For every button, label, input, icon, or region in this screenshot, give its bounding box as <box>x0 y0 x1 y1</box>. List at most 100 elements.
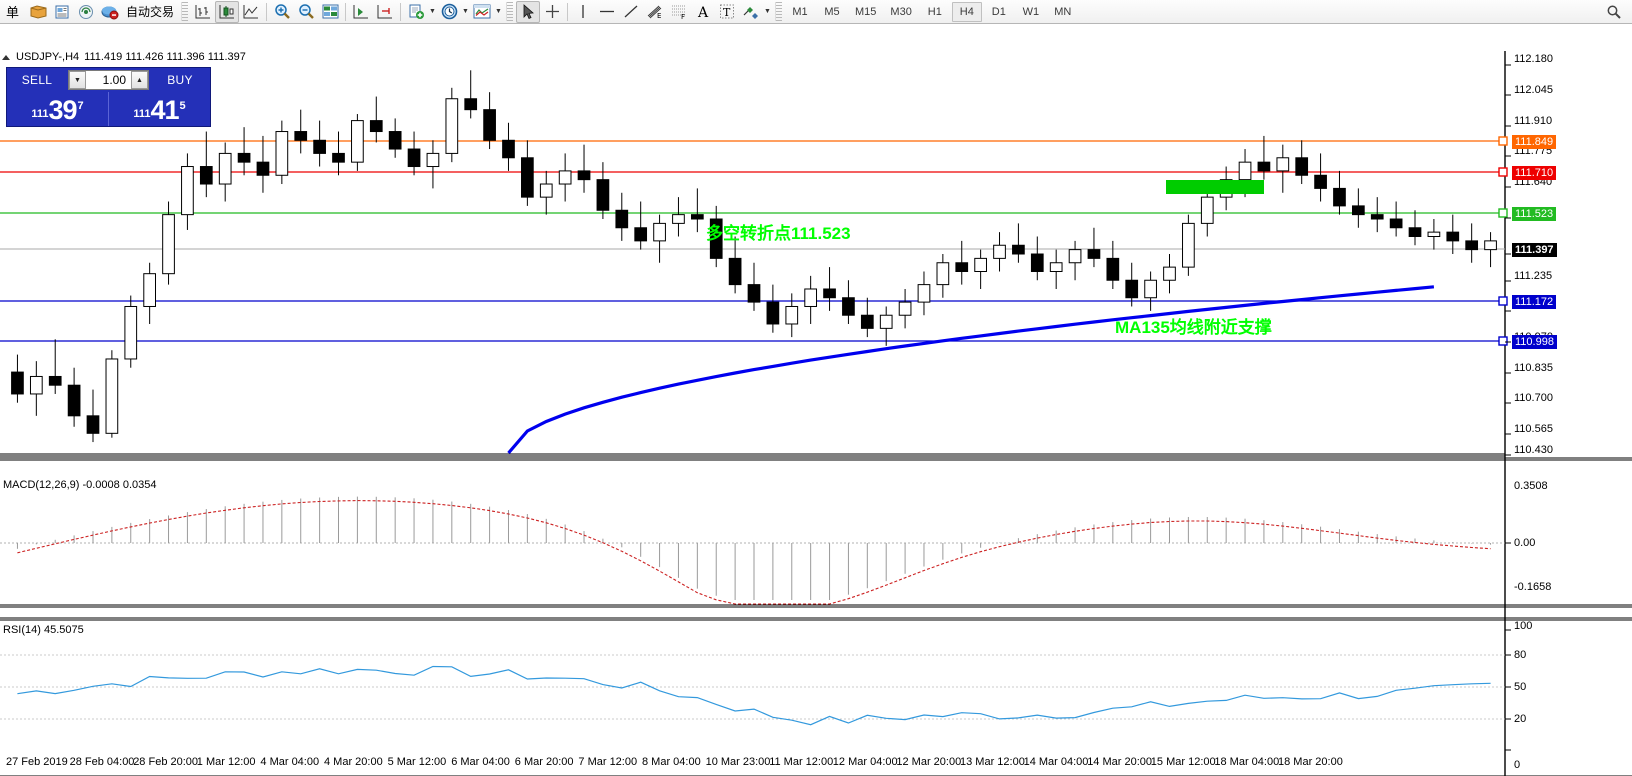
expert-advisor-icon[interactable] <box>98 1 122 23</box>
indicator-scale-label: 100 <box>1514 620 1533 632</box>
toolbar-grip-1[interactable] <box>181 2 189 21</box>
time-label: 6 Mar 04:00 <box>451 756 510 768</box>
symbol-name: USDJPY-,H4 <box>16 51 80 63</box>
svg-text:E: E <box>657 12 661 20</box>
crosshair-icon[interactable] <box>540 1 564 23</box>
svg-text:F: F <box>681 13 685 20</box>
resistance-level-red[interactable]: 111.710 <box>1512 166 1557 180</box>
timeframe-m15[interactable]: M15 <box>855 5 877 18</box>
ma135-line <box>507 285 1435 455</box>
rsi-line <box>17 665 1491 726</box>
toolbar-grip-3[interactable] <box>775 2 783 21</box>
price-label: 111.910 <box>1514 115 1553 127</box>
time-label: 6 Mar 20:00 <box>514 756 574 768</box>
buy-price[interactable]: 111 41 5 <box>109 92 210 126</box>
equidistant-channel-icon[interactable]: E <box>643 1 667 23</box>
timeframe-m1[interactable]: M1 <box>792 5 808 18</box>
volume-decrease-button[interactable]: ▼ <box>69 71 86 89</box>
folder-icon[interactable] <box>26 1 50 23</box>
collapse-triangle-icon[interactable] <box>2 54 10 60</box>
period-icon[interactable] <box>437 1 461 23</box>
current-price-tag[interactable]: 111.397 <box>1512 243 1557 257</box>
indicator-scale-label: 20 <box>1514 713 1527 725</box>
toolbar-divider-2 <box>345 2 347 21</box>
sell-price-lead: 111 <box>31 108 49 120</box>
timeframe-w1[interactable]: W1 <box>1022 5 1040 18</box>
indicator-scale-label: 80 <box>1514 649 1527 661</box>
timeframe-group: M1 M5 M15 M30 H1 H4 D1 W1 MN <box>785 1 1078 22</box>
time-label: 15 Mar 12:00 <box>1150 756 1216 768</box>
timeframe-mn[interactable]: MN <box>1054 5 1072 18</box>
symbol-header: USDJPY-,H4 111.419 111.426 111.396 111.3… <box>2 51 246 63</box>
bar-chart-icon[interactable] <box>191 1 215 23</box>
candlestick-chart-icon[interactable] <box>215 0 240 23</box>
sell-button[interactable]: SELL <box>21 73 53 87</box>
chart-area[interactable]: USDJPY-,H4 111.419 111.426 111.396 111.3… <box>0 24 1632 776</box>
trendline-icon[interactable] <box>619 1 643 23</box>
support-level-blue-2[interactable]: 110.998 <box>1512 335 1557 349</box>
cursor-icon[interactable] <box>516 0 541 23</box>
timeframe-m30[interactable]: M30 <box>890 5 912 18</box>
macd-indicator-label: MACD(12,26,9) -0.0008 0.0354 <box>3 479 157 491</box>
volume-input[interactable]: ▼ 1.00 ▲ <box>68 70 149 90</box>
indicator-scale-label: 50 <box>1514 681 1527 693</box>
fibonacci-icon[interactable]: F <box>667 1 691 23</box>
indicator-scale-label: 0.00 <box>1514 537 1536 549</box>
pivot-level-green[interactable]: 111.523 <box>1512 207 1557 221</box>
autotrading-label[interactable]: 自动交易 <box>126 5 175 19</box>
timeframe-m5[interactable]: M5 <box>824 5 840 18</box>
new-object-icon[interactable] <box>404 1 428 23</box>
text-icon[interactable]: T <box>715 1 739 23</box>
macd-signal-line <box>17 500 1491 605</box>
buy-price-sup: 5 <box>179 100 186 112</box>
search-icon[interactable] <box>1602 1 1626 23</box>
time-label: 18 Mar 04:00 <box>1214 756 1280 768</box>
text-label-icon[interactable]: A <box>691 1 715 23</box>
time-label: 28 Feb 20:00 <box>133 756 199 768</box>
buy-button[interactable]: BUY <box>167 73 193 87</box>
chart-autoscroll-icon[interactable] <box>373 1 397 23</box>
horizontal-line-icon[interactable] <box>595 1 619 23</box>
data-window-icon[interactable] <box>318 1 342 23</box>
zoom-in-icon[interactable] <box>270 1 294 23</box>
templates-dropdown-arrow-icon[interactable]: ▼ <box>495 8 502 15</box>
time-label: 5 Mar 12:00 <box>387 756 447 768</box>
time-label: 4 Mar 20:00 <box>324 756 383 768</box>
resistance-level-orange[interactable]: 111.849 <box>1512 135 1557 149</box>
ma135-support-annotation[interactable]: MA135均线附近支撑 <box>1115 318 1272 337</box>
period-dropdown-arrow-icon[interactable]: ▼ <box>462 8 469 15</box>
new-object-dropdown-arrow-icon[interactable]: ▼ <box>429 8 436 15</box>
price-label: 110.835 <box>1514 362 1553 374</box>
timeframe-h1[interactable]: H1 <box>927 5 942 18</box>
timeframe-d1[interactable]: D1 <box>991 5 1006 18</box>
drawing-tools-icon[interactable] <box>739 1 763 23</box>
volume-increase-button[interactable]: ▲ <box>131 71 148 89</box>
one-click-trade-panel[interactable]: SELL ▼ 1.00 ▲ BUY 111 39 7 111 41 5 <box>6 67 211 127</box>
line-chart-icon[interactable] <box>239 1 263 23</box>
sell-price[interactable]: 111 39 7 <box>7 92 109 126</box>
zoom-out-icon[interactable] <box>294 1 318 23</box>
support-level-blue-1[interactable]: 111.172 <box>1512 295 1557 309</box>
sell-price-sup: 7 <box>77 100 84 112</box>
timeframe-h4[interactable]: H4 <box>951 1 982 22</box>
drawing-tools-dropdown-arrow-icon[interactable]: ▼ <box>764 8 771 15</box>
turning-point-annotation[interactable]: 多空转折点111.523 <box>706 224 851 243</box>
order-icon[interactable]: 单 <box>2 1 26 23</box>
toolbar-divider-3 <box>400 2 402 21</box>
signal-icon[interactable] <box>74 1 98 23</box>
price-label: 110.430 <box>1514 444 1553 456</box>
time-label: 14 Mar 20:00 <box>1087 756 1153 768</box>
volume-value[interactable]: 1.00 <box>102 73 126 87</box>
templates-icon[interactable] <box>470 1 494 23</box>
news-icon[interactable] <box>50 1 74 23</box>
svg-text:单: 单 <box>6 6 19 20</box>
indicator-scale-label: -0.1658 <box>1514 581 1552 593</box>
chart-canvas[interactable] <box>0 25 1632 776</box>
vertical-line-icon[interactable] <box>571 1 595 23</box>
toolbar-grip-2[interactable] <box>506 2 514 21</box>
main-toolbar: 单 自动交易 <box>0 0 1632 24</box>
rsi-indicator-label: RSI(14) 45.5075 <box>3 624 84 636</box>
svg-text:T: T <box>723 6 731 19</box>
chart-shift-icon[interactable] <box>349 1 373 23</box>
time-label: 18 Mar 20:00 <box>1278 756 1343 768</box>
